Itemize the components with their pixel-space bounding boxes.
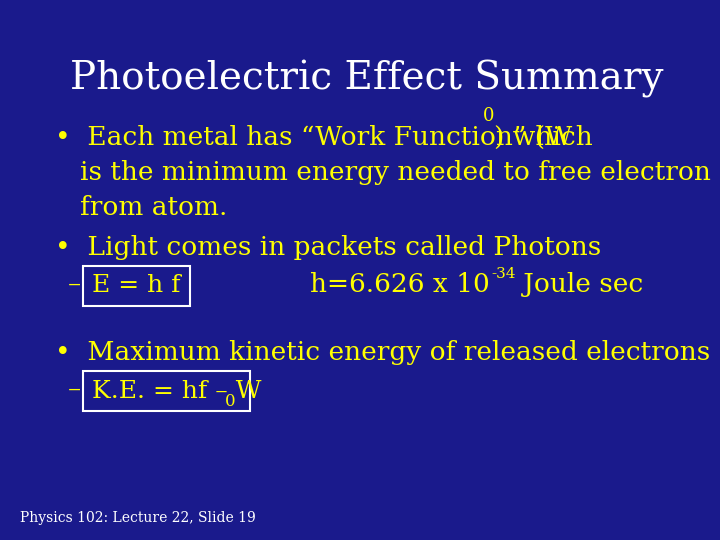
Text: •  Each metal has “Work Function” (W: • Each metal has “Work Function” (W — [55, 125, 572, 150]
Text: -34: -34 — [491, 267, 516, 281]
Text: •  Maximum kinetic energy of released electrons: • Maximum kinetic energy of released ele… — [55, 340, 710, 365]
Text: K.E. = hf – W: K.E. = hf – W — [92, 380, 261, 402]
Text: Joule sec: Joule sec — [515, 272, 643, 297]
Text: •  Light comes in packets called Photons: • Light comes in packets called Photons — [55, 235, 601, 260]
Text: Physics 102: Lecture 22, Slide 19: Physics 102: Lecture 22, Slide 19 — [20, 511, 256, 525]
Text: is the minimum energy needed to free electron: is the minimum energy needed to free ele… — [80, 160, 711, 185]
Text: from atom.: from atom. — [80, 195, 228, 220]
Text: h=6.626 x 10: h=6.626 x 10 — [310, 272, 490, 297]
Text: 0: 0 — [483, 107, 495, 125]
FancyBboxPatch shape — [83, 371, 250, 411]
Text: –: – — [68, 377, 81, 402]
Text: 0: 0 — [225, 393, 235, 409]
Text: Photoelectric Effect Summary: Photoelectric Effect Summary — [70, 60, 664, 98]
Text: ) which: ) which — [494, 125, 593, 150]
Text: –: – — [68, 272, 81, 297]
FancyBboxPatch shape — [83, 266, 190, 306]
Text: E = h f: E = h f — [92, 274, 181, 298]
